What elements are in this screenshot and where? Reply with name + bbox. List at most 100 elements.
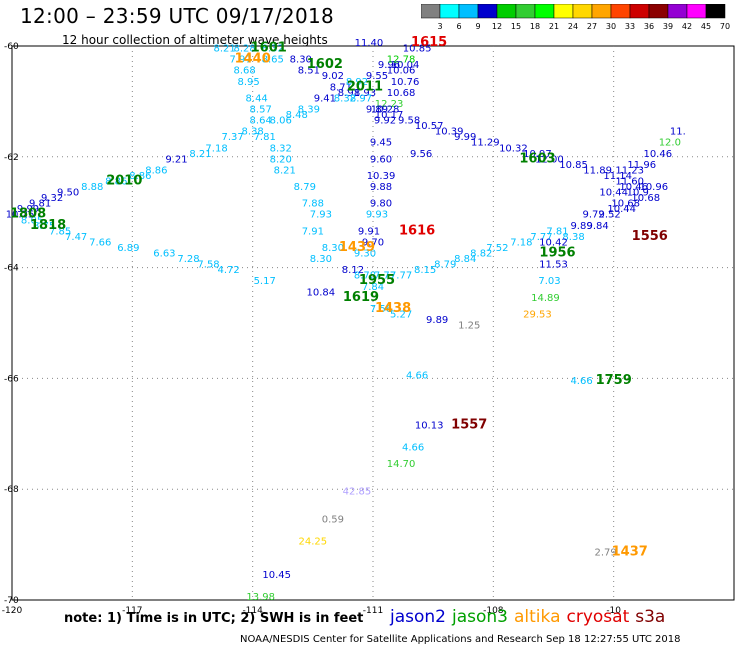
swh-value: 9.92 [374,116,396,127]
swh-value: 10.46 [619,182,648,193]
swh-value: 8.32 [334,93,356,104]
swh-value: 8.86 [129,171,151,182]
colorbar-label: 15 [511,22,521,31]
colorbar-swatch [705,4,726,19]
swh-value: 8.38 [242,127,264,138]
colorbar-label: 39 [663,22,673,31]
swh-value: 8.06 [270,116,292,127]
swh-value: 9.58 [398,116,420,127]
swh-value: 7.18 [205,143,227,154]
swh-value: 4.66 [402,442,424,453]
swh-value: 10.39 [435,127,464,138]
swh-value: 7.84 [362,282,384,293]
swh-value: 8.32 [270,143,292,154]
time-label: 1602 [307,57,343,72]
swh-value: 8.86 [105,177,127,188]
time-label: 1557 [451,417,487,432]
swh-value: 11.29 [471,138,500,149]
swh-value: 10.17 [375,110,404,121]
time-label: 1603 [519,151,555,166]
swh-value: 7.37 [221,132,243,143]
swh-value: 9.99 [454,132,476,143]
swh-value: 8.21 [274,165,296,176]
colorbar-label: 21 [549,22,559,31]
mission-legend: jason2 jason3 altika cryosat s3a [390,607,671,627]
swh-value: 10.68 [611,199,640,210]
swh-value: 7.77 [374,271,396,282]
swh-value: 14.70 [387,459,416,470]
swh-value: 8.64 [250,116,272,127]
swh-value: 11.40 [355,38,384,49]
swh-value: 9.72 [582,210,604,221]
time-label: 1808 [10,207,46,222]
swh-value: 10.06 [387,66,416,77]
swh-value: 8.92 [346,77,368,88]
y-tick-label: -60 [4,42,19,52]
swh-value: 9.60 [370,154,392,165]
x-tick-label: -120 [2,606,23,616]
colorbar-label: 6 [456,22,461,31]
swh-value: 9.70 [362,237,384,248]
swh-value: 10.85 [403,44,432,55]
swh-value: 8.21 [189,149,211,160]
swh-value: 10.84 [307,287,336,298]
swh-value: 8.48 [286,110,308,121]
swh-value: 8.38 [562,232,584,243]
mission-jason3: jason3 [452,607,508,627]
swh-value: 29.53 [523,309,552,320]
swh-value: 10.44 [607,204,636,215]
swh-value: 8.68 [234,66,256,77]
time-label: 1616 [399,223,435,238]
swh-value: 8.30 [310,254,332,265]
time-label: 1955 [359,273,395,288]
footer-text: NOAA/NESDIS Center for Satellite Applica… [240,634,681,645]
swh-value: 8.78 [354,271,376,282]
mission-s3a: s3a [635,607,666,627]
swh-value: 8.82 [470,249,492,260]
swh-value: 9.96 [378,60,400,71]
colorbar-label: 33 [625,22,635,31]
swh-value: 9.30 [354,249,376,260]
swh-value: 7.97 [230,55,252,66]
swh-value: 11.96 [627,160,656,171]
y-tick-label: -62 [4,153,19,163]
swh-value: 0.59 [322,514,344,525]
mission-cryosat: cryosat [566,607,630,627]
colorbar-label: 12 [492,22,502,31]
swh-value: 8.32 [262,44,284,55]
swh-value: 10.68 [387,88,416,99]
swh-value: 7.88 [302,199,324,210]
time-label: 1759 [596,373,632,388]
swh-value: 10.45 [262,570,291,581]
colorbar-label: 45 [701,22,711,31]
swh-value: 11.14 [603,171,632,182]
swh-value: 8.97 [350,93,372,104]
swh-value: 10.85 [559,160,588,171]
swh-value: 9.32 [41,193,63,204]
time-label: 1619 [343,290,379,305]
time-label: 1615 [411,35,447,50]
swh-value: 10.32 [499,143,528,154]
swh-value: 10.13 [415,420,444,431]
swh-value: 8.05 [21,215,43,226]
swh-value: 8.28 [234,44,256,55]
swh-value: 8.39 [298,104,320,115]
swh-value: 7.58 [197,260,219,271]
swh-value: 12.00 [535,154,564,165]
swh-value: 7.81 [546,226,568,237]
swh-value: 12.0 [659,138,681,149]
swh-value: 8.44 [246,93,268,104]
y-tick-label: -70 [4,596,19,606]
time-label: 1956 [539,246,575,261]
note-text: note: 1) Time is in UTC; 2) SWH is in fe… [64,611,364,626]
swh-value: 10.76 [391,77,420,88]
swh-value: 7.77 [530,232,552,243]
time-label: 1818 [30,218,66,233]
swh-value: 8.57 [250,104,272,115]
swh-value: 7.28 [177,254,199,265]
swh-value: 9.81 [29,199,51,210]
colorbar-label: 70 [720,22,730,31]
swh-value: 9.99 [17,204,39,215]
swh-value: 9.21 [165,154,187,165]
